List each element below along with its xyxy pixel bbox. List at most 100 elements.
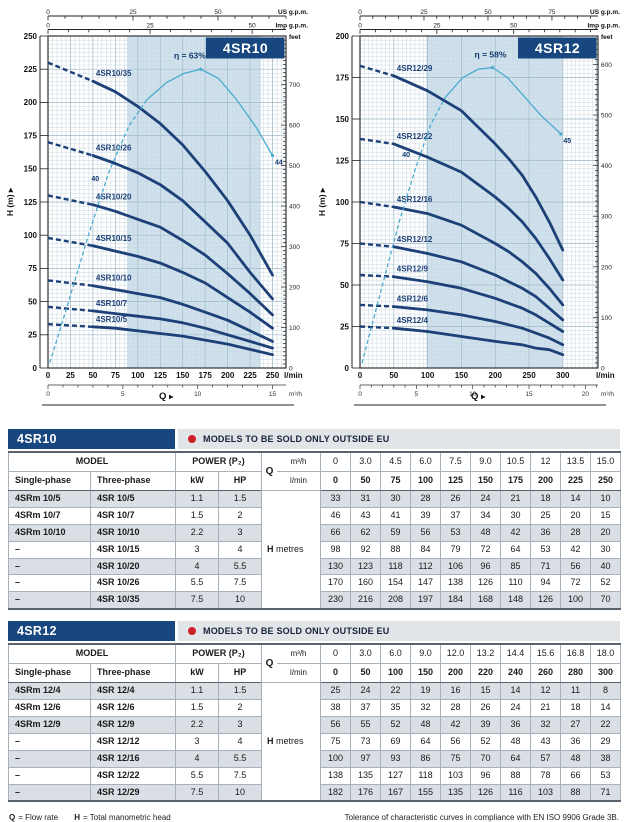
gpm-tick-label: 0	[46, 23, 50, 30]
head-value: 64	[500, 540, 531, 559]
head-value: 118	[380, 557, 411, 576]
table-title-bar: 4SR12 MODELS TO BE SOLD ONLY OUTSIDE EU	[8, 621, 620, 642]
curve-label: 4SR10/26	[96, 144, 132, 153]
head-value: 12	[530, 682, 561, 701]
head-value: 75	[440, 749, 471, 768]
arrow-right-icon: ▶	[169, 395, 174, 401]
table-body: 4SRm 10/5 4SR 10/5 1.1 1.5 H metres 33 31 30 28 2…	[8, 490, 621, 610]
table-body: 4SRm 12/4 4SR 12/4 1.1 1.5 H metres 25 24 22 19 1…	[8, 682, 621, 802]
hp-header: HP	[218, 663, 262, 684]
head-value: 88	[500, 766, 531, 785]
head-value: 96	[470, 557, 501, 576]
power-header: POWER (P₂)	[175, 643, 262, 665]
head-value: 85	[500, 557, 531, 576]
h-axis-tick-label: 0	[345, 364, 350, 373]
single-phase-header: Single-phase	[8, 663, 91, 684]
head-value: 10	[590, 490, 621, 508]
pump-curve	[91, 309, 274, 350]
lmin-tick-label: 100	[131, 371, 145, 380]
lmin-axis-unit: l/min	[596, 371, 615, 380]
m3h-tick-label: 5	[415, 391, 419, 398]
power-hp: 4	[218, 732, 262, 751]
q-lmin-value: 260	[530, 663, 561, 684]
power-kw: 7.5	[175, 783, 219, 802]
head-value: 52	[470, 732, 501, 751]
h-axis-tick-label: 50	[340, 281, 349, 290]
red-dot-icon	[188, 435, 196, 443]
q-lmin-value: 150	[470, 471, 501, 491]
curve-label: 4SR12/22	[397, 132, 433, 141]
gpm-tick-label: 0	[358, 9, 362, 16]
head-value: 52	[380, 716, 411, 734]
pump-curve-dashed	[359, 200, 394, 209]
lmin-tick-label: 200	[489, 371, 503, 380]
q-lmin-value: 50	[350, 663, 381, 684]
table-row: 4SRm 10/5 4SR 10/5 1.1 1.5 H metres 33 31 30 28 2…	[8, 490, 621, 610]
lmin-tick-label: 125	[154, 371, 168, 380]
power-hp: 2	[218, 699, 262, 718]
table-row: 4SRm 10/7 4SR 10/7 1.5 2 46 43 41 39 37 34 30 25 20 1…	[8, 506, 621, 525]
q-lmin-value: 100	[380, 663, 411, 684]
efficiency-end-value: 44	[275, 160, 283, 167]
lmin-tick-label: 175	[198, 371, 212, 380]
head-value: 33	[320, 490, 351, 508]
q-lmin-value: 100	[410, 471, 441, 491]
m3h-tick-label: 20	[582, 391, 590, 398]
head-value: 79	[440, 540, 471, 559]
q-m3h-value: 9.0	[410, 643, 441, 665]
efficiency-curve	[444, 66, 562, 135]
curve-label: 4SR12/4	[397, 316, 429, 325]
gpm-tick-label: 25	[129, 9, 137, 16]
head-value: 48	[560, 749, 591, 768]
lmin-axis-unit: l/min	[284, 371, 303, 380]
head-value: 28	[410, 490, 441, 508]
head-value: 16	[440, 682, 471, 701]
head-value: 75	[320, 732, 351, 751]
three-phase-model: 4SR 10/15	[90, 540, 176, 559]
table-section-4sr10: 4SR10 MODELS TO BE SOLD ONLY OUTSIDE EU …	[8, 429, 621, 611]
q-lmin-value: 200	[530, 471, 561, 491]
power-hp: 3	[218, 523, 262, 542]
power-kw: 2.2	[175, 523, 219, 542]
feet-tick-label: 500	[601, 113, 612, 120]
lmin-tick-label: 25	[66, 371, 75, 380]
m3h-tick-label: 10	[469, 391, 477, 398]
power-hp: 5.5	[218, 749, 262, 768]
head-value: 28	[560, 523, 591, 542]
h-axis-tick-label: 100	[336, 198, 350, 207]
q-m3h-value: 6.0	[410, 451, 441, 473]
m3h-tick-label: 15	[269, 391, 277, 398]
table-notice: MODELS TO BE SOLD ONLY OUTSIDE EU	[178, 429, 620, 449]
single-phase-model: –	[8, 574, 91, 593]
head-value: 62	[350, 523, 381, 542]
q-m3h-value: 3.0	[350, 451, 381, 473]
pump-curve	[91, 203, 274, 317]
head-value: 36	[560, 732, 591, 751]
table-row: –4SR 10/26 5.5 7.5 170 160 154 147 138 126 110 94 7…	[8, 574, 621, 593]
three-phase-model: 4SR 12/4	[90, 682, 176, 701]
head-value: 48	[500, 732, 531, 751]
single-phase-model: –	[8, 766, 91, 785]
gpm-tick-label: 25	[146, 23, 154, 30]
head-value: 176	[350, 783, 381, 802]
head-value: 37	[440, 506, 471, 525]
head-value: 56	[320, 716, 351, 734]
q-m3h-value: 10.5	[500, 451, 531, 473]
lmin-tick-label: 250	[522, 371, 536, 380]
head-value: 21	[500, 490, 531, 508]
power-hp: 2	[218, 506, 262, 525]
power-hp: 10	[218, 591, 262, 610]
head-value: 135	[350, 766, 381, 785]
head-value: 88	[380, 540, 411, 559]
pump-curve	[91, 325, 274, 357]
lmin-tick-label: 0	[46, 371, 51, 380]
head-value: 21	[530, 699, 561, 718]
table-section-4sr12: 4SR12 MODELS TO BE SOLD ONLY OUTSIDE EU …	[8, 621, 621, 803]
single-phase-model: 4SRm 10/10	[8, 523, 91, 542]
feet-tick-label: 200	[601, 264, 612, 271]
power-kw: 5.5	[175, 766, 219, 785]
pump-curve	[392, 142, 565, 282]
head-value: 66	[320, 523, 351, 542]
model-badge	[518, 37, 597, 59]
head-value: 184	[440, 591, 471, 610]
